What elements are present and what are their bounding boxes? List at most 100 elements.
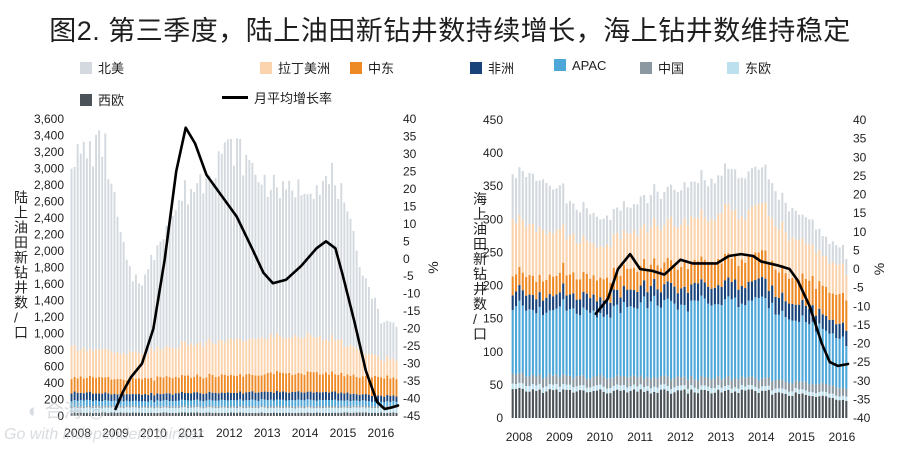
bar-segment-china [696, 380, 700, 389]
bar-segment-west-europe [700, 389, 703, 418]
bar-segment-west-europe [383, 412, 386, 416]
bar-segment-north-america [226, 139, 229, 340]
bar-segment-middle-east [196, 374, 199, 393]
y-tick-label: 400 [483, 146, 503, 160]
bar-segment-north-america [535, 180, 538, 232]
bar-segment-west-europe [76, 412, 79, 416]
bar-segment-west-europe [663, 389, 666, 418]
bar-segment-latin-america [88, 348, 91, 376]
bar-segment-middle-east [306, 371, 309, 392]
bar-segment-africa [659, 292, 663, 308]
bar-segment-north-america [184, 180, 186, 342]
bar-segment-latin-america [707, 221, 710, 265]
bar-segment-middle-east [358, 377, 361, 395]
bar-segment-africa [791, 303, 794, 321]
bar-segment-east-europe [525, 386, 528, 392]
bar-segment-middle-east [774, 269, 777, 297]
bar-segment-middle-east [275, 371, 278, 391]
bar-segment-china [656, 378, 659, 388]
bar-segment-china [825, 383, 828, 393]
bar-segment-apac [595, 317, 598, 377]
y-tick-label: 2,000 [34, 244, 64, 258]
bar-segment-middle-east [639, 265, 642, 286]
bar-segment-west-europe [312, 412, 315, 416]
bar-segment-north-america [740, 177, 743, 217]
y-tick-label: 50 [490, 378, 504, 392]
bar-segment-china [306, 405, 309, 408]
bar-segment-china [740, 376, 743, 385]
bar-segment-west-europe [572, 392, 575, 418]
bar-segment-latin-america [754, 204, 757, 253]
bar-segment-west-europe [85, 412, 88, 416]
bar-segment-latin-america [389, 359, 392, 379]
bar-segment-east-europe [609, 388, 612, 394]
bar-segment-east-europe [315, 407, 318, 413]
bar-segment-africa [626, 289, 629, 308]
bar-segment-apac [318, 399, 321, 406]
bar-segment-china [693, 379, 696, 388]
legend-item-west-europe: 西欧 [80, 90, 124, 109]
bar-segment-middle-east [297, 372, 300, 392]
bar-segment-latin-america [171, 348, 174, 379]
legend-swatch [470, 62, 482, 74]
bar-segment-north-america [343, 202, 346, 347]
bar-segment-north-america [205, 177, 208, 342]
bar-segment-africa [562, 283, 565, 300]
bar-segment-china [144, 405, 147, 408]
bar-segment-latin-america [804, 243, 807, 279]
bar-segment-africa [555, 294, 558, 309]
bar-segment-africa [349, 394, 352, 402]
bar-segment-latin-america [141, 353, 143, 380]
bar-segment-middle-east [548, 274, 551, 295]
y2-tick-label: -35 [853, 392, 871, 406]
bar-segment-middle-east [300, 373, 303, 393]
bar-segment-west-europe [828, 397, 831, 418]
bar-segment-west-europe [791, 395, 794, 418]
bar-segment-east-europe [814, 393, 818, 397]
bar-segment-middle-east [727, 253, 730, 278]
bar-segment-latin-america [392, 358, 395, 378]
bar-segment-china [754, 377, 757, 387]
bar-segment-latin-america [767, 216, 770, 263]
bar-segment-middle-east [582, 271, 585, 292]
bar-segment-north-america [321, 181, 324, 341]
bar-segment-africa [616, 289, 619, 305]
bar-segment-middle-east [693, 259, 696, 283]
bar-segment-africa [285, 392, 288, 401]
bar-segment-north-america [727, 168, 730, 205]
bar-segment-africa [236, 392, 239, 401]
bar-segment-africa [229, 393, 232, 401]
bar-segment-east-europe [229, 407, 232, 413]
bar-segment-north-america [646, 202, 649, 233]
bar-segment-apac [147, 401, 150, 407]
y2-tick-label: 0 [403, 252, 410, 266]
bar-segment-west-europe [528, 391, 531, 418]
bar-segment-east-europe [606, 388, 609, 394]
bar-segment-apac [101, 401, 104, 407]
bar-segment-middle-east [380, 377, 383, 396]
bar-segment-east-europe [821, 391, 824, 396]
bar-segment-apac [383, 402, 386, 407]
bar-segment-africa [700, 279, 703, 296]
bar-segment-west-europe [325, 412, 327, 416]
bar-segment-north-america [88, 141, 91, 349]
bar-segment-middle-east [821, 285, 824, 315]
bar-segment-east-europe [653, 386, 656, 392]
bar-segment-east-europe [177, 408, 180, 413]
bar-segment-middle-east [116, 379, 119, 395]
legend-label: 非洲 [488, 61, 515, 76]
y-tick-label: 1,600 [34, 277, 64, 291]
bar-segment-china [841, 387, 844, 396]
bar-segment-africa [251, 391, 254, 400]
bar-segment-latin-america [606, 244, 609, 278]
bar-segment-north-america [794, 210, 797, 240]
bar-segment-west-europe [144, 412, 147, 416]
bar-segment-middle-east [595, 280, 598, 302]
bar-segment-middle-east [636, 271, 639, 292]
bar-segment-middle-east [747, 254, 750, 282]
bar-segment-china [811, 383, 814, 393]
bar-segment-china [568, 375, 572, 385]
bar-segment-africa [646, 292, 649, 308]
bar-segment-apac [150, 400, 153, 406]
bar-segment-latin-america [113, 353, 116, 380]
